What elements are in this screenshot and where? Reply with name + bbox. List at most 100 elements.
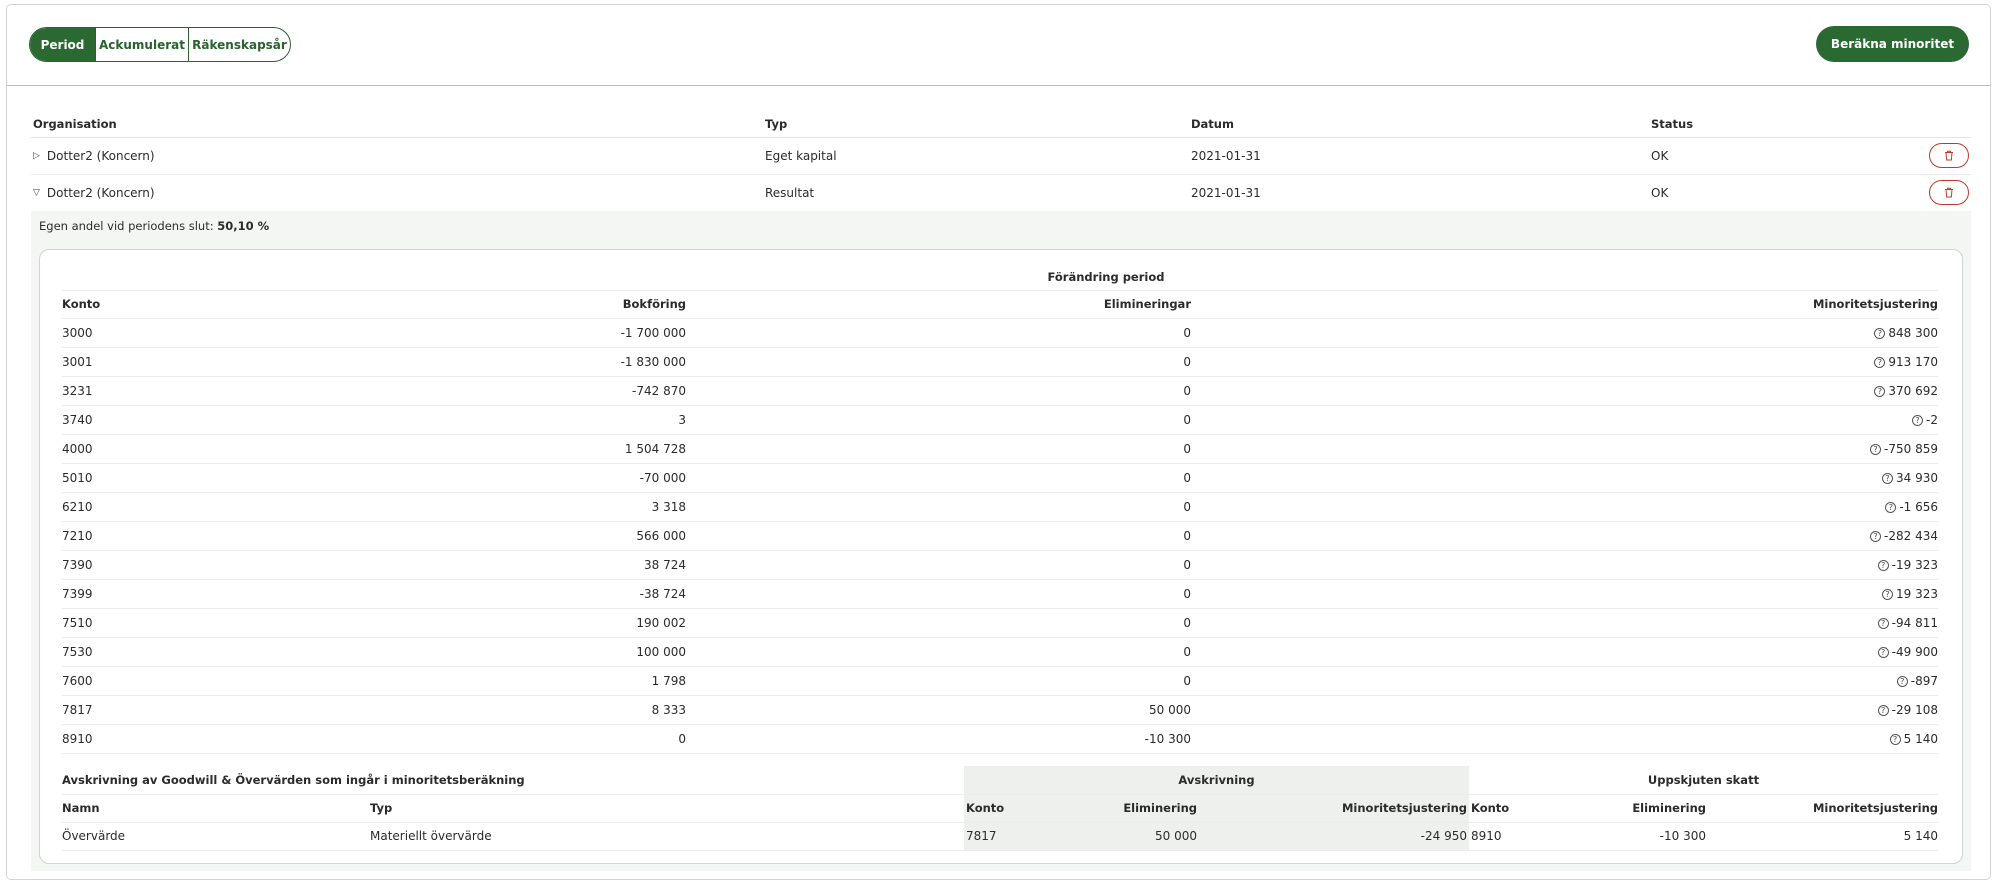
konto-cell: 8910 [62,732,93,746]
minoritetsjustering-value: -897 [1910,674,1938,688]
minoritetsjustering-cell: ? -750 859 [1870,435,1938,463]
help-icon[interactable]: ? [1877,646,1889,658]
minoritetsjustering-value: 848 300 [1888,326,1938,340]
minoritet-skatt-cell: 5 140 [1903,829,1938,843]
konto-cell: 5010 [62,471,93,485]
elimineringar-cell: 0 [1183,384,1191,398]
own-share: Egen andel vid periodens slut: 50,10 % [39,219,269,233]
goodwill-section: Avskrivning av Goodwill & Övervärden som… [62,766,1938,856]
konto-skatt-cell: 8910 [1471,829,1502,843]
typ-cell: Resultat [765,186,815,200]
minoritetsjustering-value: 19 323 [1896,587,1938,601]
minoritetsjustering-value: -49 900 [1891,645,1938,659]
help-icon[interactable]: ? [1874,327,1886,339]
elimineringar-cell: 0 [1183,442,1191,456]
table-row: 3001 -1 830 000 0? 913 170 [62,348,1938,377]
trash-icon [1945,187,1953,198]
table-row-expanded[interactable]: ▽ Dotter2 (Koncern) Resultat 2021-01-31 … [31,175,1971,212]
own-share-value: 50,10 % [217,219,270,233]
organisation-cell: ▽ Dotter2 (Koncern) [33,175,155,211]
minoritetsjustering-cell: ? 34 930 [1882,464,1938,492]
delete-button[interactable] [1929,180,1969,205]
minority-card: Förändring period Konto Bokföring Elimin… [39,249,1963,864]
collapse-caret-icon[interactable]: ▽ [33,188,40,198]
expand-caret-icon[interactable]: ▷ [33,151,40,161]
expanded-details: Egen andel vid periodens slut: 50,10 % F… [31,211,1971,871]
help-icon[interactable]: ? [1870,443,1882,455]
table-row: 3000 -1 700 000 0? 848 300 [62,319,1938,348]
table-row: 4000 1 504 728 0? -750 859 [62,435,1938,464]
goodwill-title: Avskrivning av Goodwill & Övervärden som… [62,773,525,787]
konto-cell: 7399 [62,587,93,601]
minoritetsjustering-cell: ? -49 900 [1877,638,1938,666]
minoritetsjustering-value: -29 108 [1891,703,1938,717]
tab-period[interactable]: Period [30,28,96,61]
bokforing-cell: -1 830 000 [620,355,686,369]
tab-ackumulerat[interactable]: Ackumulerat [96,28,189,61]
col-konto-avskrivning: Konto [966,801,1005,815]
table-row: 5010 -70 000 0? 34 930 [62,464,1938,493]
help-icon[interactable]: ? [1896,675,1908,687]
typ-cell: Materiellt övervärde [370,829,492,843]
col-elimineringar: Elimineringar [1103,297,1191,311]
table-row[interactable]: ▷ Dotter2 (Koncern) Eget kapital 2021-01… [31,138,1971,175]
minoritetsjustering-cell: ? -282 434 [1870,522,1938,550]
bokforing-cell: 1 504 728 [624,442,686,456]
col-konto-skatt: Konto [1471,801,1510,815]
account-table-header: Konto Bokföring Elimineringar Minoritets… [62,290,1938,319]
help-icon[interactable]: ? [1874,356,1886,368]
calculate-minority-button[interactable]: Beräkna minoritet [1816,26,1969,62]
help-icon[interactable]: ? [1882,588,1893,600]
minoritetsjustering-cell: ? -94 811 [1877,609,1938,637]
col-minoritet-avskrivning: Minoritetsjustering [1341,801,1467,815]
table-row: 7399 -38 724 0? 19 323 [62,580,1938,609]
group-header-forandring: Förändring period [1047,270,1165,284]
bokforing-cell: -1 700 000 [620,326,686,340]
bokforing-cell: 8 333 [651,703,686,717]
toolbar: Period Ackumulerat Räkenskapsår Beräkna … [7,5,1990,86]
minoritetsjustering-value: 34 930 [1896,471,1938,485]
table-row: 3231 -742 870 0? 370 692 [62,377,1938,406]
elimineringar-cell: 0 [1183,500,1191,514]
tab-rakenskapsar[interactable]: Räkenskapsår [192,37,287,52]
table-row: 6210 3 318 0 ? -1 656 [62,493,1938,522]
bokforing-cell: 38 724 [644,558,686,572]
minoritetsjustering-cell: ? -1 656 [1885,493,1938,521]
help-icon[interactable]: ? [1877,704,1889,716]
help-icon[interactable]: ? [1882,472,1893,484]
table-row: 7530 100 000 0? -49 900 [62,638,1938,667]
konto-cell: 6210 [62,500,93,514]
minoritetsjustering-value: -750 859 [1884,442,1938,456]
bokforing-cell: -70 000 [639,471,686,485]
bokforing-cell: 3 318 [651,500,686,514]
col-organisation: Organisation [33,117,117,131]
help-icon[interactable]: ? [1877,559,1889,571]
elimineringar-cell: 0 [1183,529,1191,543]
col-bokforing: Bokföring [622,297,686,311]
konto-cell: 4000 [62,442,93,456]
eliminering-skatt-cell: -10 300 [1659,829,1706,843]
table-row: 8910 0 -10 300? 5 140 [62,725,1938,754]
elimineringar-cell: 0 [1183,558,1191,572]
table-row: 7817 8 333 50 000? -29 108 [62,696,1938,725]
help-icon[interactable]: ? [1877,617,1889,629]
minoritetsjustering-cell: ? -897 [1896,667,1938,695]
table-row: 7510 190 002 0? -94 811 [62,609,1938,638]
goodwill-row: Övervärde Materiellt övervärde 7817 50 0… [62,822,1938,851]
help-icon[interactable]: ? [1912,414,1924,426]
konto-cell: 7817 [62,703,93,717]
help-icon[interactable]: ? [1885,501,1897,513]
bokforing-cell: 1 798 [651,674,686,688]
minoritetsjustering-cell: ? -19 323 [1877,551,1938,579]
help-icon[interactable]: ? [1874,385,1886,397]
minoritetsjustering-value: 370 692 [1888,384,1938,398]
col-namn: Namn [62,801,100,815]
elimineringar-cell: 0 [1183,645,1191,659]
minority-view: Period Ackumulerat Räkenskapsår Beräkna … [6,4,1991,880]
help-icon[interactable]: ? [1870,530,1882,542]
konto-cell: 3001 [62,355,93,369]
datum-cell: 2021-01-31 [1191,149,1261,163]
delete-button[interactable] [1929,143,1969,168]
table-row: 3740 3 0? -2 [62,406,1938,435]
help-icon[interactable]: ? [1889,733,1901,745]
